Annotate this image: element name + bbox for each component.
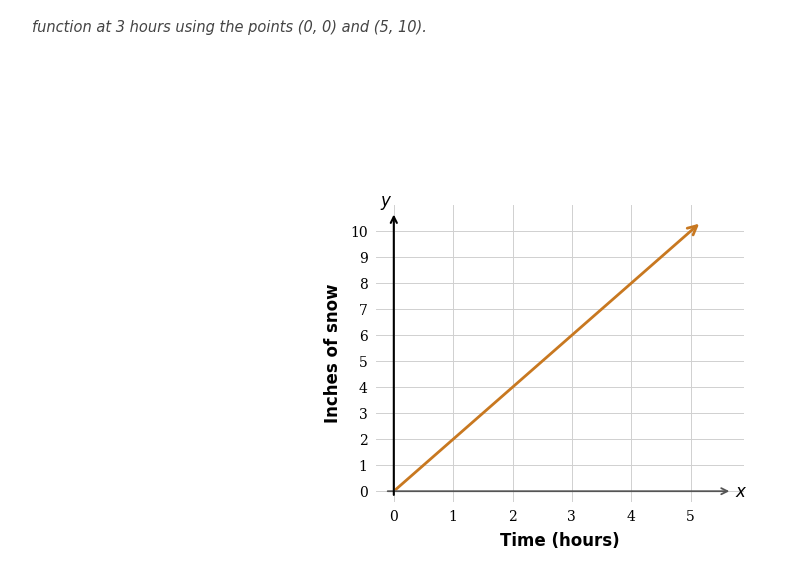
Text: $y$: $y$ (381, 194, 393, 213)
Text: function at 3 hours using the points (0, 0) and (5, 10).: function at 3 hours using the points (0,… (32, 20, 427, 35)
Text: $x$: $x$ (735, 483, 747, 500)
Y-axis label: Inches of snow: Inches of snow (324, 284, 342, 423)
X-axis label: Time (hours): Time (hours) (500, 532, 620, 550)
